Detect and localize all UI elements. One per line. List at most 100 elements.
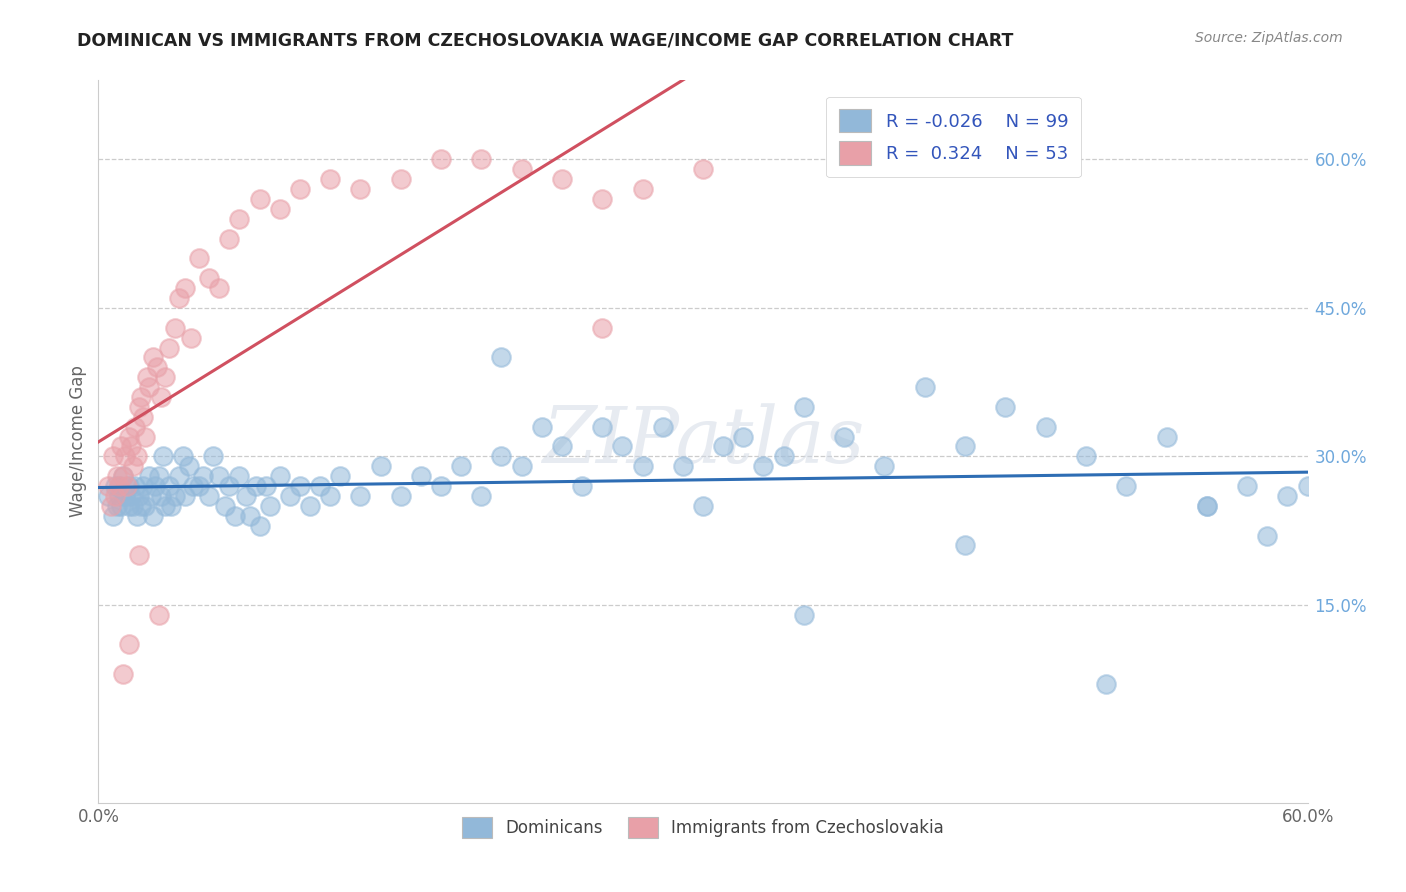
Point <box>752 459 775 474</box>
Point <box>152 450 174 464</box>
Point <box>208 281 231 295</box>
Point <box>288 182 311 196</box>
Point <box>118 479 141 493</box>
Point <box>551 440 574 454</box>
Point <box>389 172 412 186</box>
Point <box>612 440 634 454</box>
Point <box>157 341 180 355</box>
Point <box>953 440 976 454</box>
Text: Source: ZipAtlas.com: Source: ZipAtlas.com <box>1195 31 1343 45</box>
Point <box>172 450 194 464</box>
Legend: Dominicans, Immigrants from Czechoslovakia: Dominicans, Immigrants from Czechoslovak… <box>456 810 950 845</box>
Point <box>491 450 513 464</box>
Point <box>180 330 202 344</box>
Point <box>107 479 129 493</box>
Point <box>118 429 141 443</box>
Point <box>163 489 186 503</box>
Point <box>1115 479 1137 493</box>
Point <box>179 459 201 474</box>
Point <box>163 320 186 334</box>
Point <box>832 429 855 443</box>
Point <box>188 252 211 266</box>
Point <box>430 479 453 493</box>
Point <box>111 469 134 483</box>
Point <box>1195 499 1218 513</box>
Point <box>167 469 190 483</box>
Point <box>269 469 291 483</box>
Point <box>319 172 342 186</box>
Point <box>110 440 132 454</box>
Point <box>1095 677 1118 691</box>
Point <box>1195 499 1218 513</box>
Point <box>105 469 128 483</box>
Point <box>208 469 231 483</box>
Point <box>111 469 134 483</box>
Text: DOMINICAN VS IMMIGRANTS FROM CZECHOSLOVAKIA WAGE/INCOME GAP CORRELATION CHART: DOMINICAN VS IMMIGRANTS FROM CZECHOSLOVA… <box>77 31 1014 49</box>
Point <box>278 489 301 503</box>
Point <box>134 429 156 443</box>
Point <box>120 489 142 503</box>
Point <box>128 400 150 414</box>
Point <box>149 390 172 404</box>
Point <box>118 637 141 651</box>
Point <box>591 320 613 334</box>
Point <box>120 440 142 454</box>
Point <box>134 499 156 513</box>
Point <box>793 607 815 622</box>
Point <box>228 211 250 226</box>
Point <box>153 499 176 513</box>
Point <box>143 479 166 493</box>
Point <box>202 450 225 464</box>
Point <box>100 499 122 513</box>
Point <box>692 162 714 177</box>
Point <box>174 489 197 503</box>
Point <box>793 400 815 414</box>
Text: ZIPatlas: ZIPatlas <box>541 403 865 480</box>
Point <box>160 499 183 513</box>
Point <box>157 479 180 493</box>
Point <box>142 351 165 365</box>
Point <box>591 419 613 434</box>
Point <box>139 489 162 503</box>
Point <box>235 489 257 503</box>
Point <box>470 489 492 503</box>
Point <box>551 172 574 186</box>
Point <box>450 459 472 474</box>
Point <box>269 202 291 216</box>
Point <box>711 440 734 454</box>
Point <box>128 489 150 503</box>
Point <box>228 469 250 483</box>
Point <box>1277 489 1299 503</box>
Point <box>128 549 150 563</box>
Point <box>107 479 129 493</box>
Point <box>110 499 132 513</box>
Point <box>309 479 332 493</box>
Point <box>571 479 593 493</box>
Point <box>1035 419 1057 434</box>
Point <box>153 370 176 384</box>
Point <box>288 479 311 493</box>
Point <box>214 499 236 513</box>
Point <box>430 153 453 167</box>
Point <box>193 469 215 483</box>
Point <box>239 508 262 523</box>
Point <box>510 459 533 474</box>
Point <box>631 459 654 474</box>
Point <box>149 489 172 503</box>
Point <box>259 499 281 513</box>
Point <box>1256 528 1278 542</box>
Point <box>510 162 533 177</box>
Point <box>491 351 513 365</box>
Point <box>142 508 165 523</box>
Point <box>245 479 267 493</box>
Point <box>651 419 673 434</box>
Point <box>97 489 120 503</box>
Point <box>349 489 371 503</box>
Point <box>953 539 976 553</box>
Point <box>249 192 271 206</box>
Point <box>218 479 240 493</box>
Point <box>409 469 432 483</box>
Point <box>772 450 794 464</box>
Point <box>115 479 138 493</box>
Point <box>132 409 155 424</box>
